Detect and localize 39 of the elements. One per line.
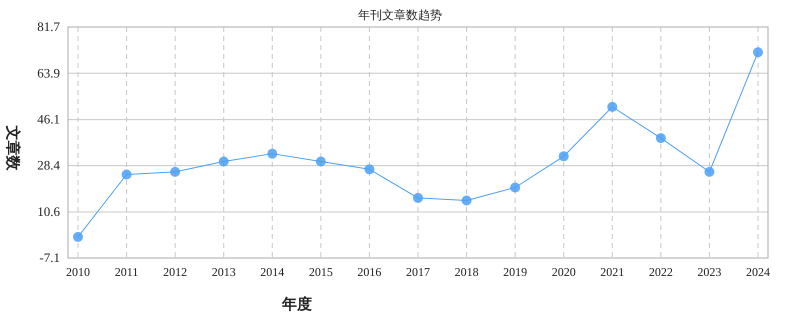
y-tick-label: 63.9 [37,65,60,80]
x-tick-label: 2022 [648,265,673,279]
x-tick-label: 2023 [697,265,722,279]
point [316,156,326,166]
x-tick-label: 2011 [114,265,138,279]
point [73,232,83,242]
point [218,156,229,166]
x-tick-label: 2016 [357,265,382,279]
x-tick-label: 2020 [552,265,576,279]
point [267,148,278,159]
x-axis-title: 年度 [281,295,312,313]
point [170,166,180,177]
point [704,166,714,177]
y-axis-title: 文章数 [4,124,22,172]
x-tick-label: 2012 [163,265,188,279]
x-tick-label: 2017 [406,265,430,279]
y-tick-label: 46.1 [37,112,60,127]
point [607,102,618,112]
x-tick-label: 2010 [66,265,90,279]
x-tick-label: 2014 [260,265,284,279]
point [753,47,763,58]
y-tick-label: 10.6 [37,204,60,219]
x-tick-label: 2021 [600,265,624,279]
x-tick-label: 2013 [212,265,236,279]
point [122,169,132,180]
point [364,164,374,174]
y-tick-label: -7.1 [39,250,60,265]
y-tick-label: 28.4 [37,158,60,173]
point [462,196,472,206]
y-tick-label: 81.7 [37,19,60,34]
chart-title: 年刊文章数趋势 [358,8,442,22]
x-tick-label: 2024 [746,265,770,279]
point [413,192,423,203]
point [656,133,666,144]
x-tick-label: 2019 [503,265,528,279]
point [558,151,569,162]
x-tick-label: 2018 [454,265,479,279]
x-tick-label: 2015 [308,265,333,279]
point [510,182,520,193]
